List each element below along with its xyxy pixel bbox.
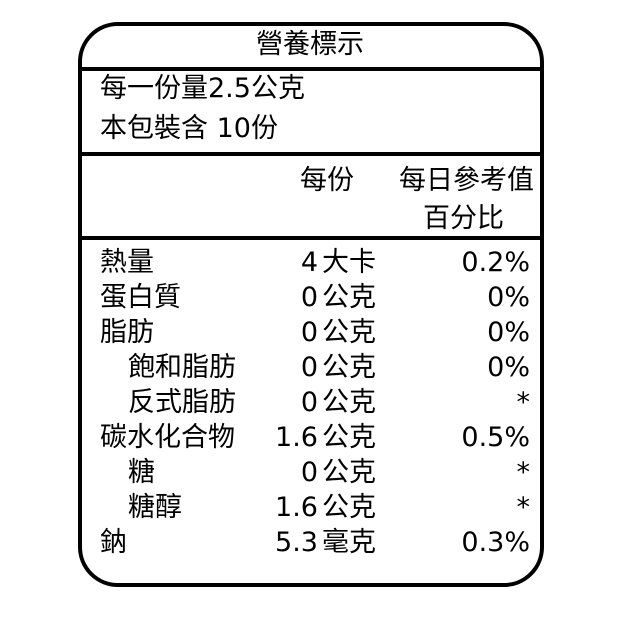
nutrient-amount: 1.6 (275, 492, 318, 523)
nutrient-row: 反式脂肪 0 公克 * (0, 385, 620, 420)
nutrient-unit: 公克 (322, 282, 376, 313)
nutrient-name: 糖醇 (128, 492, 182, 523)
nutrient-unit: 公克 (322, 457, 376, 488)
nutrient-amount: 0 (300, 317, 318, 348)
nutrient-unit: 公克 (322, 387, 376, 418)
nutrient-amount: 0 (300, 282, 318, 313)
nutrient-name: 飽和脂肪 (128, 352, 236, 383)
nutrient-row: 糖醇 1.6 公克 * (0, 490, 620, 525)
nutrient-row: 熱量 4 大卡 0.2% (0, 245, 620, 280)
nutrient-name: 反式脂肪 (128, 387, 236, 418)
nutrient-amount: 0 (300, 387, 318, 418)
nutrient-name: 脂肪 (100, 317, 154, 348)
nutrient-amount: 1.6 (275, 422, 318, 453)
servings-per-package: 本包裝含 10份 (100, 113, 278, 144)
nutrient-name: 蛋白質 (100, 282, 181, 313)
nutrient-unit: 公克 (322, 492, 376, 523)
nutrient-row: 蛋白質 0 公克 0% (0, 280, 620, 315)
serving-size: 每一份量2.5公克 (100, 73, 305, 104)
daily-value-percent: 0% (487, 317, 530, 348)
nutrient-unit: 毫克 (322, 527, 376, 558)
daily-value-percent: * (516, 387, 531, 418)
nutrient-unit: 公克 (322, 422, 376, 453)
nutrient-name: 碳水化合物 (100, 422, 235, 453)
divider (78, 236, 544, 240)
nutrient-row: 鈉 5.3 毫克 0.3% (0, 525, 620, 560)
nutrient-unit: 大卡 (322, 247, 376, 278)
nutrient-row: 脂肪 0 公克 0% (0, 315, 620, 350)
nutrient-unit: 公克 (322, 317, 376, 348)
daily-value-percent: 0.3% (461, 527, 530, 558)
nutrient-amount: 0 (300, 457, 318, 488)
nutrient-row: 糖 0 公克 * (0, 455, 620, 490)
label-title: 營養標示 (256, 29, 364, 60)
nutrient-amount: 4 (300, 247, 318, 278)
nutrition-label-frame (78, 22, 544, 587)
nutrient-name: 鈉 (100, 527, 127, 558)
daily-value-percent: 0.2% (461, 247, 530, 278)
nutrient-name: 熱量 (100, 247, 154, 278)
divider (78, 67, 544, 71)
daily-value-percent: 0% (487, 352, 530, 383)
nutrient-amount: 5.3 (275, 527, 318, 558)
divider (78, 152, 544, 156)
per-serving-header: 每份 (300, 165, 354, 196)
nutrient-row: 碳水化合物 1.6 公克 0.5% (0, 420, 620, 455)
daily-value-header: 每日參考值 (399, 165, 534, 196)
nutrient-row: 飽和脂肪 0 公克 0% (0, 350, 620, 385)
nutrient-amount: 0 (300, 352, 318, 383)
daily-value-percent: * (516, 492, 531, 523)
daily-value-header-2: 百分比 (423, 203, 504, 234)
nutrient-unit: 公克 (322, 352, 376, 383)
daily-value-percent: 0% (487, 282, 530, 313)
nutrient-name: 糖 (128, 457, 155, 488)
daily-value-percent: 0.5% (461, 422, 530, 453)
daily-value-percent: * (516, 457, 531, 488)
